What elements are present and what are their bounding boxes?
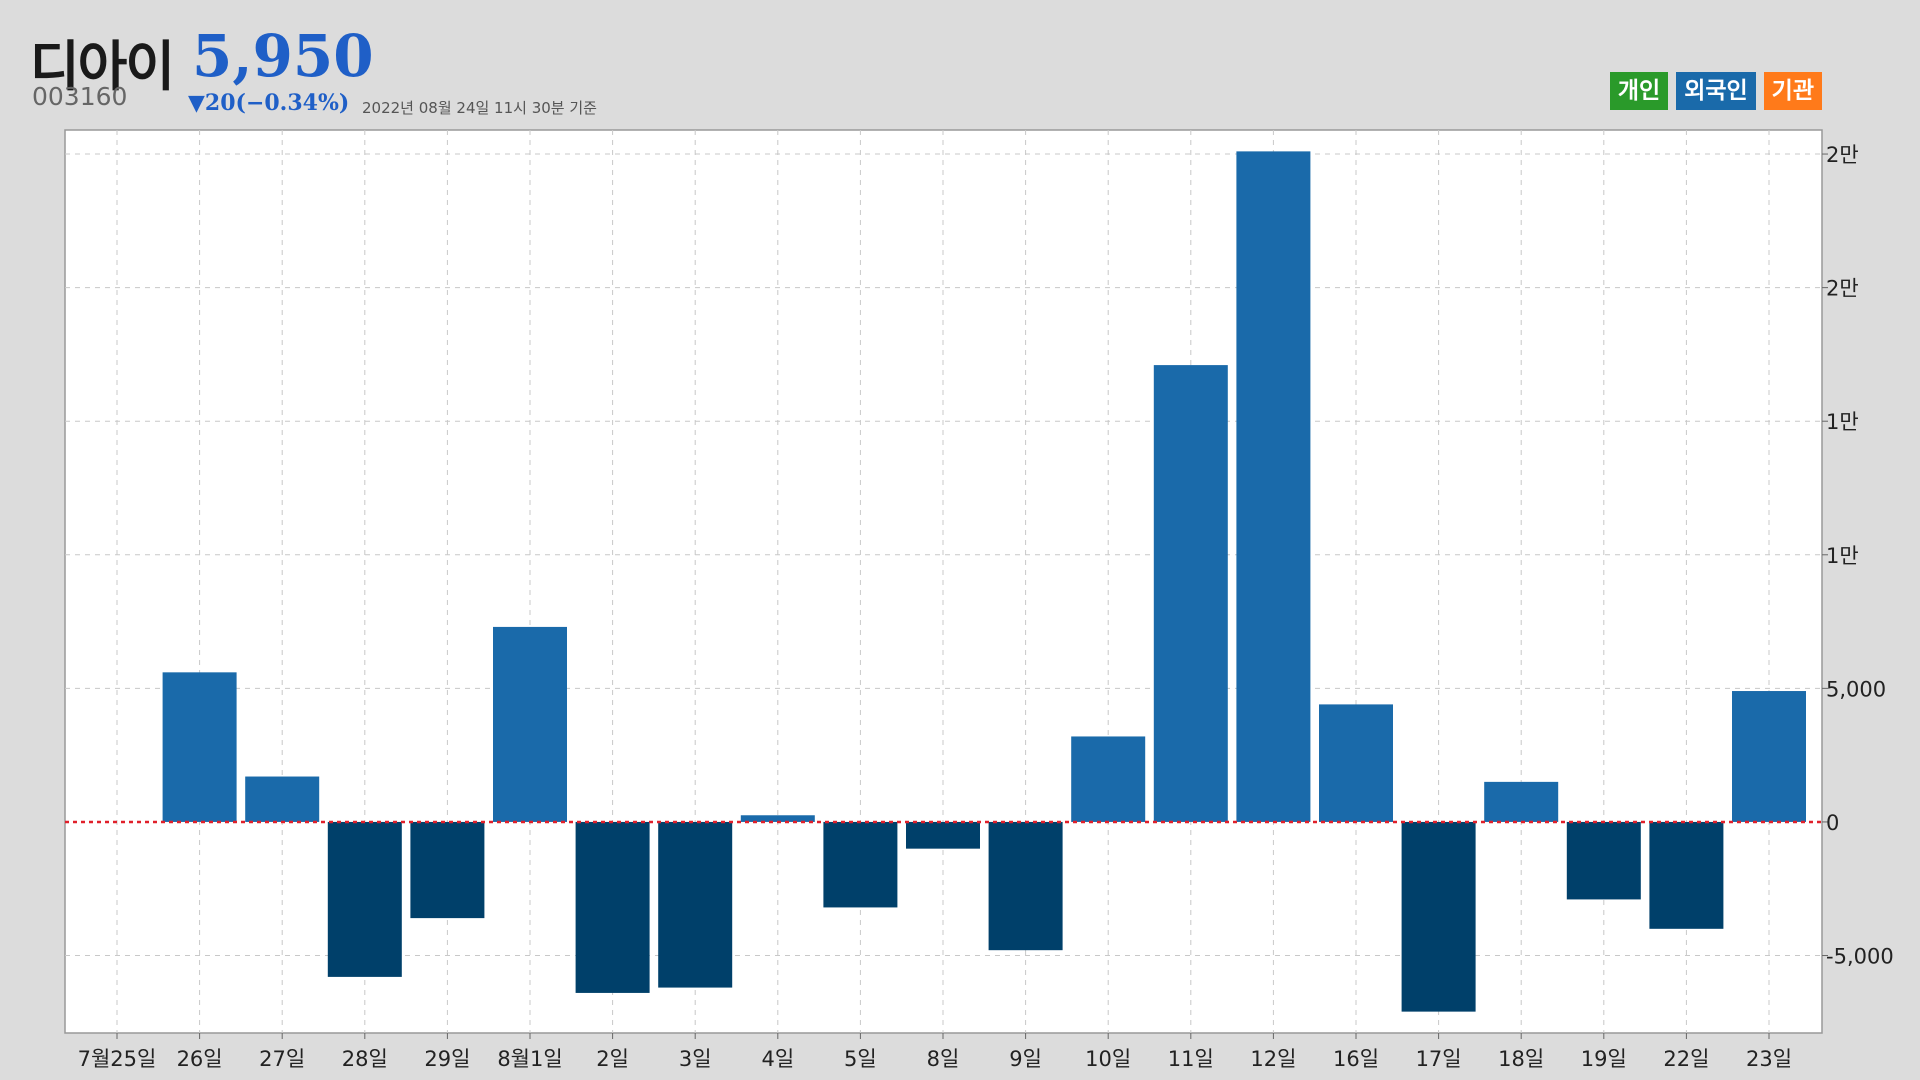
x-tick-label: 8일 (927, 1047, 960, 1071)
x-tick-label: 10일 (1085, 1047, 1131, 1071)
bar[interactable] (1566, 821, 1641, 900)
bar[interactable] (740, 815, 815, 822)
x-tick-label: 11일 (1168, 1047, 1214, 1071)
bar[interactable] (1071, 736, 1146, 822)
y-tick-label: 2만 (1826, 277, 1859, 301)
investor-legend: 개인 외국인 기관 (1609, 72, 1822, 110)
bar[interactable] (1319, 704, 1393, 822)
bar[interactable] (823, 821, 898, 908)
y-tick-label: 2만 (1826, 143, 1859, 167)
y-tick-label: 5,000 (1826, 677, 1886, 701)
bar[interactable] (575, 821, 650, 993)
legend-foreign[interactable]: 외국인 (1676, 72, 1756, 110)
bar[interactable] (1649, 821, 1724, 929)
stock-name: 디아이 (30, 35, 175, 98)
x-axis-ticks: 7월25일 26일 27일 28일 29일 8월1일 2일 3일 4일 5일 8일 9일 10일 11일 1… (78, 1033, 1792, 1071)
x-tick-label: 16일 (1333, 1047, 1379, 1071)
x-tick-label: 19일 (1581, 1047, 1627, 1071)
bar[interactable] (1153, 365, 1228, 822)
y-tick-label: -5,000 (1826, 945, 1894, 969)
x-tick-label: 23일 (1746, 1047, 1792, 1071)
bar[interactable] (658, 821, 733, 988)
y-axis-ticks: 2만 2만 1만 1만 5,000 0 -5,000 (1822, 143, 1894, 969)
bar[interactable] (162, 672, 237, 822)
x-tick-label: 8월1일 (497, 1047, 562, 1071)
stock-price: 5,950 (192, 22, 374, 90)
bar[interactable] (906, 821, 980, 849)
x-tick-label: 27일 (259, 1047, 305, 1071)
bar[interactable] (1732, 691, 1806, 822)
bar[interactable] (410, 821, 485, 919)
y-tick-label: 0 (1826, 811, 1839, 835)
y-tick-label: 1만 (1826, 544, 1859, 568)
bar[interactable] (327, 821, 402, 977)
bars (162, 151, 1806, 1012)
bar[interactable] (1401, 821, 1476, 1012)
x-tick-label: 7월25일 (78, 1047, 157, 1071)
x-tick-label: 9일 (1009, 1047, 1042, 1071)
price-change: ▼20(−0.34%) (188, 90, 350, 116)
x-tick-label: 22일 (1663, 1047, 1709, 1071)
x-tick-label: 18일 (1498, 1047, 1544, 1071)
stock-code: 003160 (32, 82, 128, 111)
y-tick-label: 1만 (1826, 410, 1859, 434)
x-tick-label: 12일 (1250, 1047, 1296, 1071)
bar[interactable] (245, 776, 320, 822)
bar[interactable] (1236, 151, 1311, 822)
x-tick-label: 2일 (596, 1047, 629, 1071)
x-tick-label: 3일 (679, 1047, 712, 1071)
bar[interactable] (988, 821, 1063, 951)
as-of-timestamp: 2022년 08월 24일 11시 30분 기준 (362, 99, 597, 117)
x-tick-label: 4일 (761, 1047, 794, 1071)
x-tick-label: 17일 (1416, 1047, 1462, 1071)
x-tick-label: 28일 (342, 1047, 388, 1071)
bar[interactable] (1484, 781, 1559, 822)
x-tick-label: 5일 (844, 1047, 877, 1071)
x-tick-label: 26일 (177, 1047, 223, 1071)
bar[interactable] (493, 626, 567, 822)
legend-individual[interactable]: 개인 (1609, 72, 1669, 110)
x-tick-label: 29일 (424, 1047, 470, 1071)
legend-institution[interactable]: 기관 (1763, 72, 1822, 110)
